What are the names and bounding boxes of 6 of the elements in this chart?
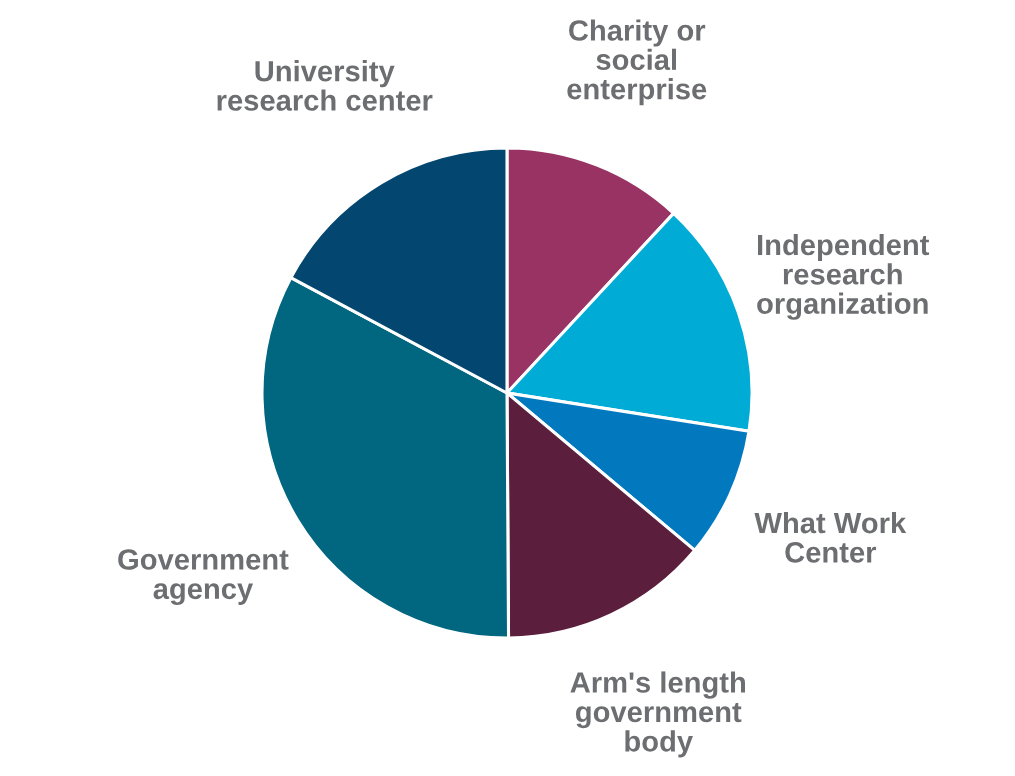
slice-label: University research center: [217, 60, 433, 111]
slice-label: Arm's length government body: [570, 671, 745, 758]
slice-label: Charity or social enterprise: [567, 19, 707, 106]
slice-label: Independent research organization: [757, 233, 930, 320]
slice-label: Government agency: [118, 549, 289, 606]
slice-label: What Work Center: [754, 511, 907, 563]
